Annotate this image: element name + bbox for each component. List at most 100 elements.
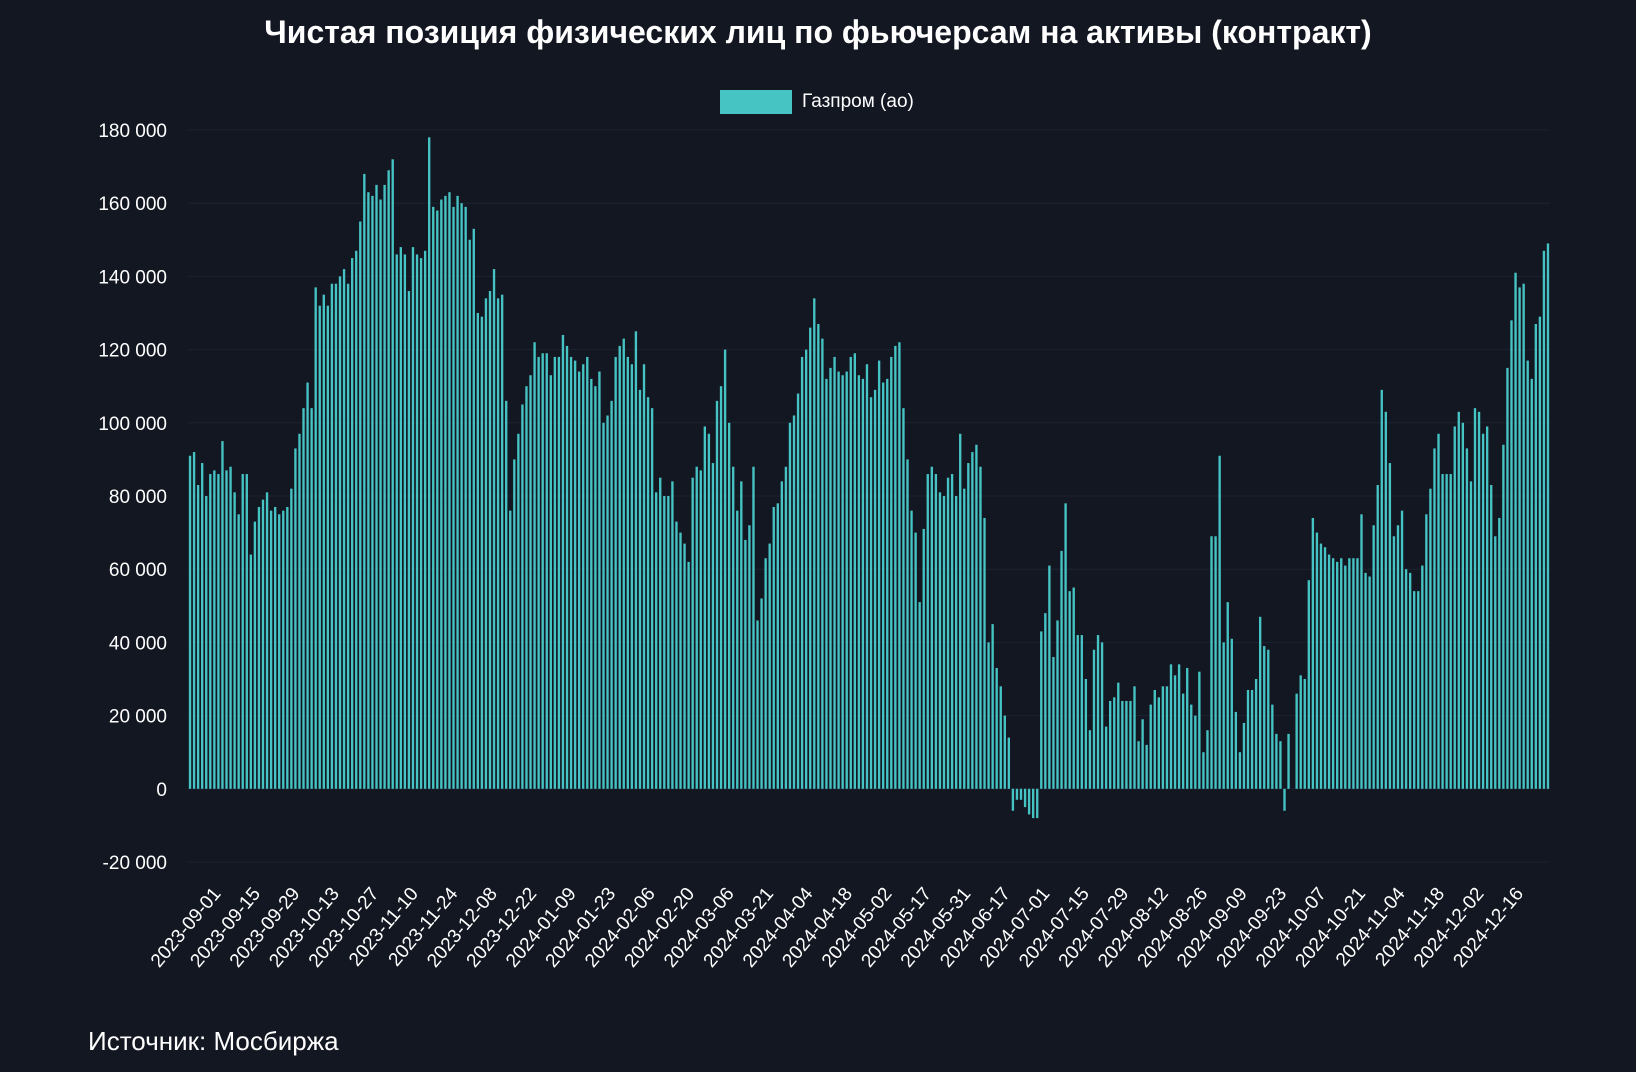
bar bbox=[1283, 788, 1286, 811]
y-tick-label: 180 000 bbox=[98, 121, 167, 142]
bar bbox=[817, 323, 820, 789]
bar bbox=[630, 364, 634, 789]
bar bbox=[914, 532, 917, 789]
bar bbox=[1299, 675, 1302, 789]
bar bbox=[1117, 682, 1120, 789]
y-axis: -20 000 0 20 000 40 000 60 000 80 000 100 000 1… bbox=[98, 121, 167, 874]
bar bbox=[1080, 635, 1083, 789]
y-tick-label: 0 bbox=[156, 780, 167, 801]
bar bbox=[1198, 671, 1201, 789]
bar bbox=[691, 477, 694, 789]
bar bbox=[1392, 536, 1396, 789]
bar bbox=[537, 356, 540, 789]
bar bbox=[796, 393, 800, 789]
y-tick-label: 160 000 bbox=[98, 194, 167, 215]
bar bbox=[573, 360, 577, 789]
bar bbox=[634, 331, 638, 789]
bar bbox=[1360, 514, 1363, 789]
bar bbox=[415, 254, 419, 789]
bar bbox=[1267, 649, 1270, 789]
bar bbox=[1368, 576, 1371, 789]
bar bbox=[1506, 367, 1509, 789]
bar bbox=[480, 316, 484, 789]
bar bbox=[1295, 693, 1298, 789]
bar bbox=[205, 496, 208, 789]
legend-label: Газпром (ао) bbox=[802, 91, 914, 112]
bar bbox=[1242, 722, 1246, 789]
bar bbox=[1137, 741, 1140, 789]
bar bbox=[683, 543, 686, 789]
bar bbox=[1404, 569, 1408, 789]
bar bbox=[1186, 668, 1189, 789]
bar bbox=[1003, 715, 1006, 789]
bar bbox=[359, 221, 362, 789]
bar bbox=[403, 254, 407, 789]
bar bbox=[776, 503, 779, 789]
bar bbox=[355, 250, 358, 789]
bar bbox=[740, 481, 743, 789]
bar bbox=[687, 561, 690, 789]
bar bbox=[999, 686, 1002, 789]
bar bbox=[1258, 616, 1262, 789]
bar bbox=[1210, 536, 1213, 789]
bar bbox=[371, 195, 374, 789]
bar bbox=[1206, 730, 1209, 789]
bar bbox=[813, 298, 816, 789]
bar bbox=[857, 375, 861, 789]
bar bbox=[428, 137, 431, 789]
bar bbox=[1202, 752, 1205, 789]
bar bbox=[772, 506, 775, 789]
bar bbox=[995, 668, 998, 789]
bar bbox=[1173, 675, 1177, 789]
y-tick-label: 40 000 bbox=[109, 633, 167, 654]
bar bbox=[809, 327, 812, 789]
bar bbox=[1157, 697, 1160, 789]
bar bbox=[290, 488, 293, 789]
bar bbox=[744, 539, 747, 789]
bar bbox=[1518, 287, 1521, 789]
bar bbox=[261, 499, 265, 789]
bar bbox=[1165, 686, 1169, 789]
bar bbox=[488, 291, 492, 789]
bar bbox=[719, 386, 723, 789]
bar bbox=[845, 371, 848, 789]
bar bbox=[1279, 741, 1282, 789]
bar bbox=[302, 408, 305, 789]
bar bbox=[748, 525, 751, 789]
bar bbox=[991, 624, 994, 789]
bar bbox=[1481, 433, 1485, 789]
bar bbox=[614, 356, 617, 789]
bar bbox=[460, 203, 463, 789]
bar bbox=[1088, 730, 1092, 789]
bar bbox=[278, 514, 281, 789]
bar bbox=[1331, 558, 1335, 789]
y-tick-label: 100 000 bbox=[98, 414, 167, 435]
y-tick-label: 120 000 bbox=[98, 341, 167, 362]
bar bbox=[1149, 704, 1152, 789]
bar bbox=[1303, 679, 1306, 789]
bar bbox=[1384, 411, 1387, 789]
bar bbox=[942, 496, 946, 789]
bar bbox=[590, 378, 593, 789]
bar bbox=[444, 195, 447, 789]
bar bbox=[533, 342, 536, 789]
bar bbox=[906, 459, 909, 789]
bar bbox=[314, 287, 317, 789]
bar bbox=[1218, 455, 1221, 789]
bar bbox=[646, 397, 650, 789]
y-tick-label: 80 000 bbox=[109, 487, 167, 508]
bar bbox=[196, 485, 200, 789]
bar bbox=[330, 283, 334, 789]
bar bbox=[557, 356, 561, 789]
bar bbox=[886, 378, 889, 789]
bar bbox=[505, 400, 508, 789]
bar bbox=[873, 389, 877, 789]
bar bbox=[1133, 686, 1136, 789]
bar bbox=[1027, 788, 1031, 815]
bar bbox=[711, 463, 715, 789]
bar bbox=[1072, 587, 1075, 789]
bar bbox=[926, 474, 929, 789]
x-axis: 2023-09-012023-09-152023-09-292023-10-13… bbox=[147, 883, 1528, 971]
bar bbox=[1400, 510, 1404, 789]
bar bbox=[1457, 411, 1460, 789]
